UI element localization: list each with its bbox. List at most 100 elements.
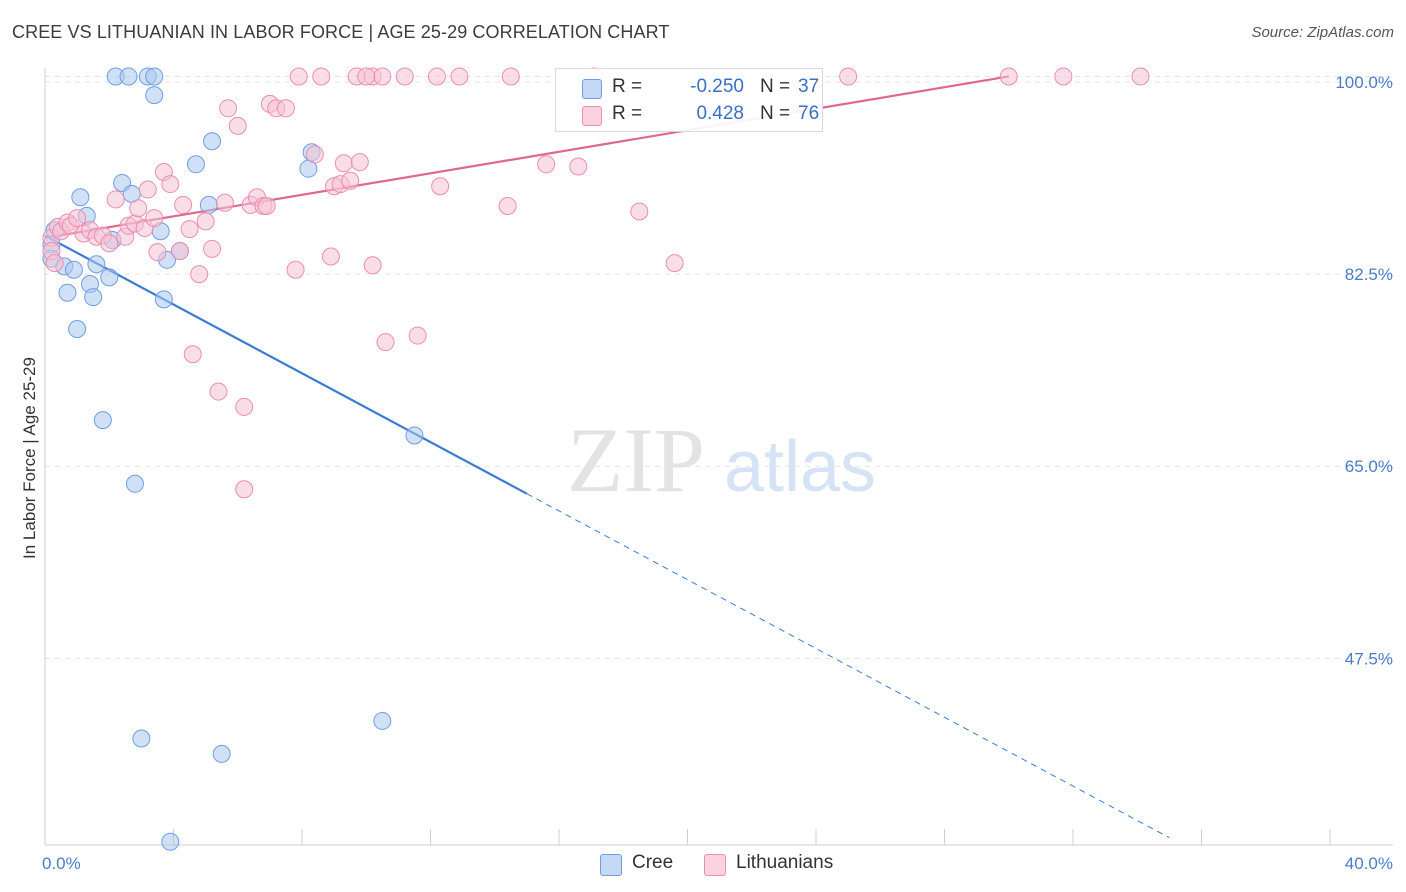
r-label: R =	[612, 103, 643, 124]
point-cree	[186, 155, 205, 174]
point-lithuanians	[68, 209, 87, 228]
point-lithuanians	[100, 234, 119, 253]
point-lithuanians	[630, 202, 649, 221]
point-cree	[68, 319, 87, 338]
point-cree	[405, 426, 424, 445]
point-cree	[154, 290, 173, 309]
legend-swatch-cree	[600, 854, 622, 876]
point-lithuanians	[334, 154, 353, 173]
y-tick-labels: 100.0% 82.5% 65.0% 47.5%	[1335, 73, 1393, 668]
point-lithuanians	[1131, 67, 1150, 86]
axes	[44, 68, 1393, 846]
point-lithuanians	[161, 175, 180, 194]
point-lithuanians	[341, 171, 360, 190]
data-points	[42, 67, 1150, 851]
point-lithuanians	[148, 243, 167, 262]
point-lithuanians	[180, 220, 199, 239]
y-tick-label: 82.5%	[1345, 265, 1393, 284]
r-label: R =	[612, 76, 643, 97]
trend-line-cree	[44, 234, 528, 495]
y-tick-label: 47.5%	[1345, 649, 1393, 668]
point-lithuanians	[183, 345, 202, 364]
point-lithuanians	[209, 382, 228, 401]
point-lithuanians	[190, 265, 209, 284]
point-cree	[373, 711, 392, 730]
n-label: N =	[760, 103, 791, 124]
point-cree	[119, 67, 138, 86]
point-cree	[84, 288, 103, 307]
point-lithuanians	[501, 67, 520, 86]
x-tick-labels: 0.0% 40.0%	[42, 854, 1393, 873]
point-lithuanians	[257, 197, 276, 216]
point-cree	[132, 729, 151, 748]
watermark-atlas: atlas	[724, 427, 876, 507]
point-lithuanians	[170, 242, 189, 261]
point-lithuanians	[174, 195, 193, 214]
legend-label-cree: Cree	[632, 852, 674, 873]
point-lithuanians	[228, 116, 247, 135]
point-lithuanians	[45, 254, 64, 273]
x-tick-label: 40.0%	[1345, 854, 1393, 873]
trend-line-lithuanians	[44, 75, 1009, 239]
point-lithuanians	[498, 197, 517, 216]
point-cree	[212, 744, 231, 763]
point-lithuanians	[376, 333, 395, 352]
point-lithuanians	[450, 67, 469, 86]
point-lithuanians	[665, 254, 684, 273]
point-lithuanians	[138, 180, 157, 199]
y-tick-label: 100.0%	[1335, 73, 1393, 92]
point-cree	[199, 195, 218, 214]
point-lithuanians	[305, 145, 324, 164]
stats-legend: R = -0.250 N = 37 R = 0.428 N = 76	[555, 68, 823, 132]
point-cree	[93, 411, 112, 430]
point-lithuanians	[129, 199, 148, 218]
y-tick-label: 65.0%	[1345, 457, 1393, 476]
r-value-cree: -0.250	[690, 76, 744, 97]
n-value-cree: 37	[798, 76, 820, 97]
point-lithuanians	[286, 260, 305, 279]
point-cree	[71, 188, 90, 207]
point-lithuanians	[431, 177, 450, 196]
point-lithuanians	[235, 397, 254, 416]
point-cree	[161, 832, 180, 851]
point-cree	[145, 67, 164, 86]
point-cree	[203, 132, 222, 151]
point-lithuanians	[219, 99, 238, 118]
chart-title: CREE VS LITHUANIAN IN LABOR FORCE | AGE …	[12, 22, 670, 42]
point-lithuanians	[427, 67, 446, 86]
point-lithuanians	[373, 67, 392, 86]
point-lithuanians	[363, 256, 382, 275]
n-value-lithuanians: 76	[798, 103, 820, 124]
point-cree	[125, 474, 144, 493]
point-lithuanians	[312, 67, 331, 86]
trend-extension-cree	[526, 493, 1170, 839]
point-lithuanians	[408, 326, 427, 345]
grid-lines	[45, 75, 1393, 659]
point-lithuanians	[839, 67, 858, 86]
point-lithuanians	[395, 67, 414, 86]
point-cree	[87, 255, 106, 274]
legend-swatch-cree	[582, 79, 602, 99]
point-lithuanians	[215, 193, 234, 212]
point-cree	[145, 86, 164, 105]
r-value-lithuanians: 0.428	[696, 103, 744, 124]
point-cree	[58, 283, 77, 302]
point-lithuanians	[1054, 67, 1073, 86]
legend-swatch-lithuanians	[704, 854, 726, 876]
x-tick-label: 0.0%	[42, 854, 81, 873]
point-lithuanians	[289, 67, 308, 86]
point-lithuanians	[999, 67, 1018, 86]
point-lithuanians	[357, 67, 376, 86]
point-lithuanians	[276, 99, 295, 118]
point-lithuanians	[106, 190, 125, 209]
point-lithuanians	[350, 153, 369, 172]
legend-label-lithuanians: Lithuanians	[736, 852, 834, 873]
n-label: N =	[760, 76, 791, 97]
y-axis-label: In Labor Force | Age 25-29	[20, 357, 39, 559]
point-lithuanians	[569, 157, 588, 176]
point-cree	[100, 268, 119, 287]
point-lithuanians	[196, 212, 215, 231]
point-cree	[64, 260, 83, 279]
point-lithuanians	[203, 239, 222, 258]
